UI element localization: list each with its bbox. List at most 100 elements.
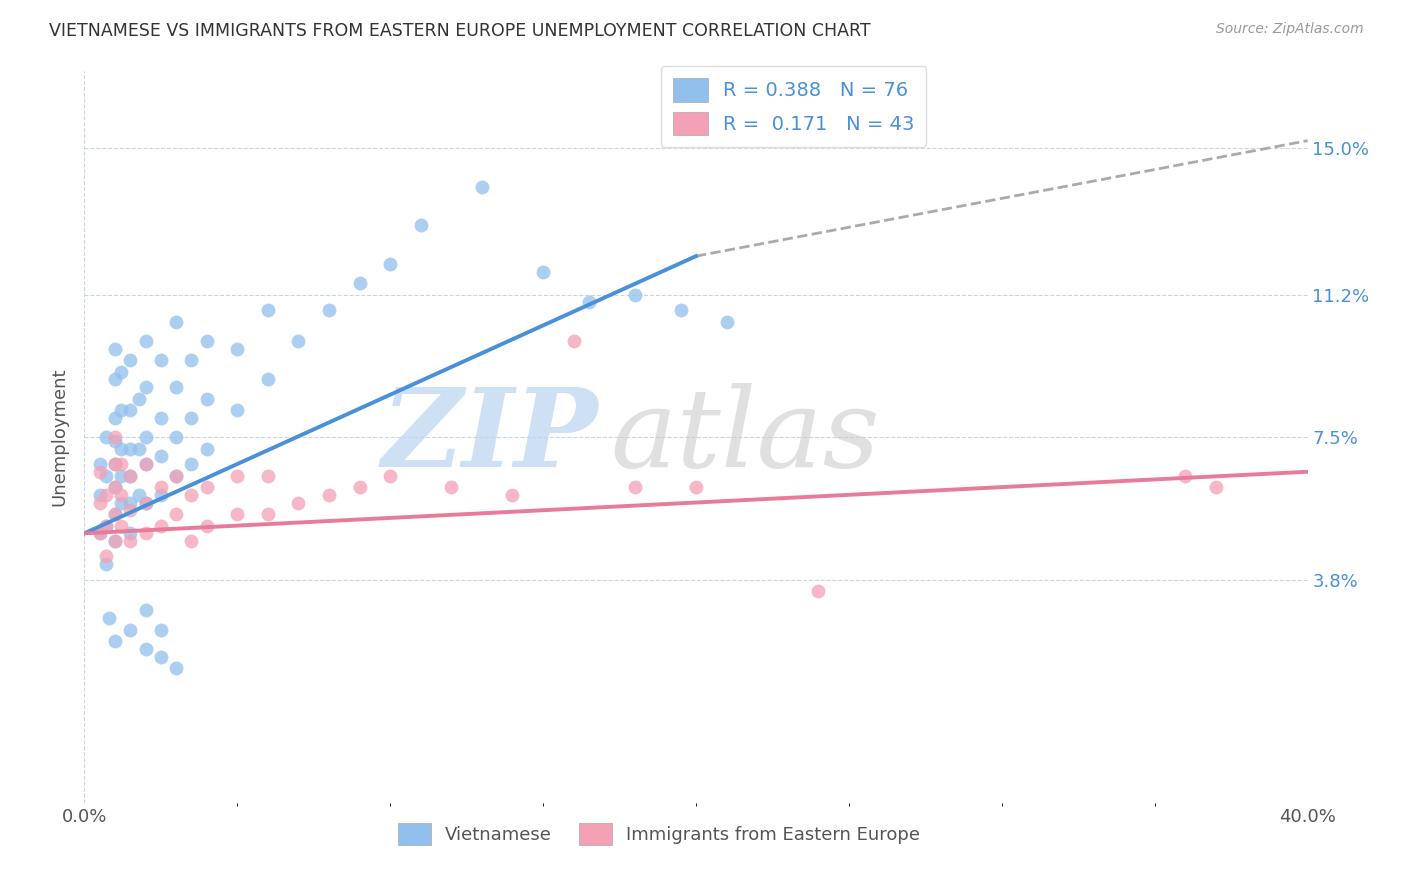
Point — [120, 503, 142, 517]
Point — [349, 276, 371, 290]
Point — [110, 488, 132, 502]
Point — [104, 372, 127, 386]
Point — [104, 430, 127, 444]
Text: atlas: atlas — [610, 384, 880, 491]
Point — [685, 480, 707, 494]
Point — [135, 641, 157, 656]
Point — [149, 518, 172, 533]
Point — [120, 468, 142, 483]
Point — [94, 488, 117, 502]
Point — [257, 468, 280, 483]
Text: Source: ZipAtlas.com: Source: ZipAtlas.com — [1216, 22, 1364, 37]
Legend: Vietnamese, Immigrants from Eastern Europe: Vietnamese, Immigrants from Eastern Euro… — [391, 816, 928, 852]
Point — [180, 457, 202, 471]
Point — [135, 380, 157, 394]
Point — [531, 264, 554, 278]
Point — [110, 403, 132, 417]
Point — [1174, 468, 1197, 483]
Point — [94, 549, 117, 564]
Point — [149, 649, 172, 664]
Point — [120, 495, 142, 509]
Point — [135, 526, 157, 541]
Point — [318, 303, 340, 318]
Point — [89, 465, 111, 479]
Point — [97, 611, 120, 625]
Point — [120, 403, 142, 417]
Point — [180, 488, 202, 502]
Point — [110, 457, 132, 471]
Point — [195, 518, 218, 533]
Point — [149, 353, 172, 368]
Point — [440, 480, 463, 494]
Point — [195, 334, 218, 348]
Point — [195, 392, 218, 406]
Point — [89, 488, 111, 502]
Point — [287, 495, 309, 509]
Point — [226, 403, 249, 417]
Point — [165, 468, 187, 483]
Point — [149, 488, 172, 502]
Point — [180, 534, 202, 549]
Point — [89, 457, 111, 471]
Point — [195, 442, 218, 456]
Y-axis label: Unemployment: Unemployment — [51, 368, 69, 507]
Point — [165, 507, 187, 521]
Point — [135, 603, 157, 617]
Point — [149, 450, 172, 464]
Point — [120, 534, 142, 549]
Point — [257, 372, 280, 386]
Point — [104, 457, 127, 471]
Point — [110, 468, 132, 483]
Point — [110, 518, 132, 533]
Point — [257, 303, 280, 318]
Point — [104, 342, 127, 356]
Point — [318, 488, 340, 502]
Point — [624, 287, 647, 301]
Point — [716, 315, 738, 329]
Point — [471, 179, 494, 194]
Text: VIETNAMESE VS IMMIGRANTS FROM EASTERN EUROPE UNEMPLOYMENT CORRELATION CHART: VIETNAMESE VS IMMIGRANTS FROM EASTERN EU… — [49, 22, 870, 40]
Point — [226, 507, 249, 521]
Point — [104, 434, 127, 448]
Point — [110, 365, 132, 379]
Point — [89, 526, 111, 541]
Point — [104, 534, 127, 549]
Point — [104, 634, 127, 648]
Point — [104, 507, 127, 521]
Point — [120, 353, 142, 368]
Point — [165, 430, 187, 444]
Point — [287, 334, 309, 348]
Point — [257, 507, 280, 521]
Point — [135, 457, 157, 471]
Point — [89, 526, 111, 541]
Point — [135, 457, 157, 471]
Point — [135, 334, 157, 348]
Point — [180, 410, 202, 425]
Point — [165, 315, 187, 329]
Point — [165, 468, 187, 483]
Point — [180, 353, 202, 368]
Point — [380, 257, 402, 271]
Point — [120, 623, 142, 637]
Point — [578, 295, 600, 310]
Point — [128, 392, 150, 406]
Point — [1205, 480, 1227, 494]
Point — [120, 468, 142, 483]
Point — [135, 495, 157, 509]
Point — [104, 480, 127, 494]
Point — [165, 380, 187, 394]
Point — [94, 557, 117, 571]
Point — [128, 488, 150, 502]
Point — [349, 480, 371, 494]
Point — [562, 334, 585, 348]
Text: ZIP: ZIP — [381, 384, 598, 491]
Point — [226, 468, 249, 483]
Point — [409, 219, 432, 233]
Point — [104, 507, 127, 521]
Point — [807, 584, 830, 599]
Point — [120, 442, 142, 456]
Point — [104, 480, 127, 494]
Point — [110, 495, 132, 509]
Point — [120, 526, 142, 541]
Point — [128, 442, 150, 456]
